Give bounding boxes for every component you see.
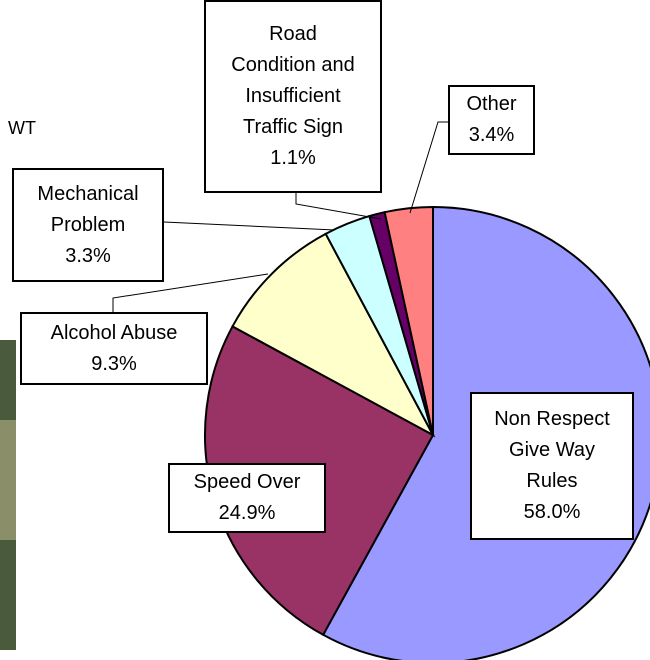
background-text: WT (8, 118, 36, 139)
value-label: 9.3% (22, 349, 206, 380)
category-label: Road Condition and Insufficient Traffic … (206, 19, 380, 143)
leader-line (296, 193, 381, 219)
value-label: 24.9% (170, 498, 324, 529)
photo-fragment (0, 420, 16, 540)
data-label: Road Condition and Insufficient Traffic … (204, 0, 382, 193)
category-label: Speed Over (170, 467, 324, 498)
category-label: Non Respect Give Way Rules (472, 404, 632, 497)
page: WT Non Respect Give Way Rules58.0% Speed … (0, 0, 650, 660)
value-label: 3.3% (14, 241, 162, 272)
value-label: 3.4% (450, 120, 533, 151)
category-label: Other (450, 89, 533, 120)
value-label: 58.0% (472, 497, 632, 528)
leader-line (410, 122, 448, 213)
category-label: Mechanical Problem (14, 179, 162, 241)
value-label: 1.1% (206, 143, 380, 174)
leader-line (164, 222, 335, 230)
category-label: Alcohol Abuse (22, 318, 206, 349)
